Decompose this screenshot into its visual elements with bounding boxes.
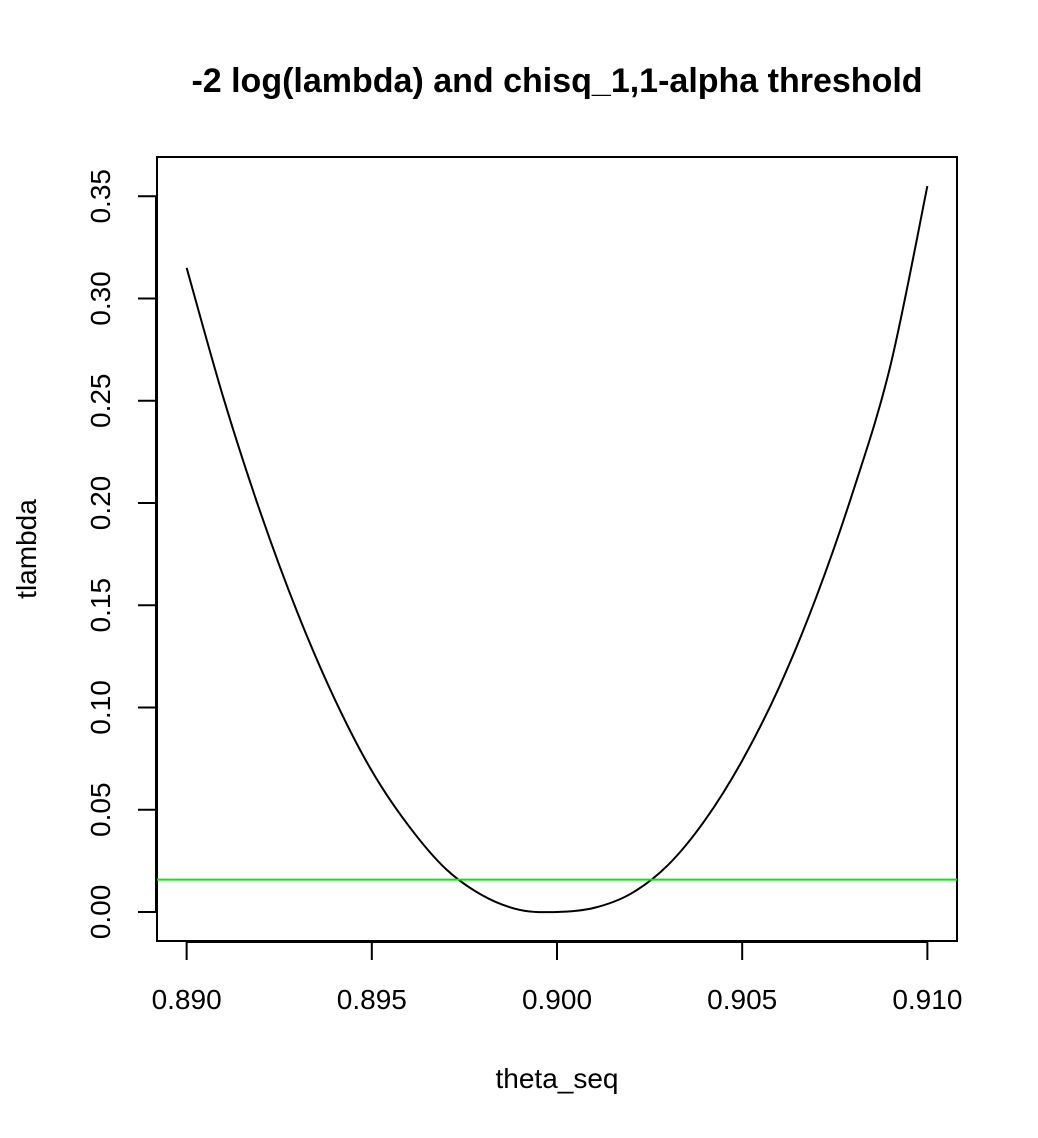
series-layer xyxy=(157,185,957,914)
x-tick-label: 0.895 xyxy=(337,984,407,1015)
x-tick-label: 0.905 xyxy=(707,984,777,1015)
x-axis-label: theta_seq xyxy=(496,1063,619,1094)
y-axis: 0.00 0.05 0.10 0.15 0.20 0.25 0.30 0.35 xyxy=(85,169,157,940)
x-tick-label: 0.910 xyxy=(892,984,962,1015)
y-tick-label: 0.05 xyxy=(85,782,116,837)
tlambda-curve xyxy=(185,185,929,914)
x-axis: 0.890 0.895 0.900 0.905 0.910 xyxy=(152,941,962,1015)
y-tick-label: 0.30 xyxy=(85,271,116,326)
x-tick-label: 0.890 xyxy=(152,984,222,1015)
y-tick-label: 0.15 xyxy=(85,578,116,633)
y-tick-label: 0.00 xyxy=(85,885,116,940)
y-axis-label: tlambda xyxy=(11,499,42,599)
y-tick-label: 0.10 xyxy=(85,680,116,735)
y-tick-label: 0.35 xyxy=(85,169,116,224)
y-tick-label: 0.20 xyxy=(85,476,116,531)
plot-frame xyxy=(156,156,958,942)
y-tick-label: 0.25 xyxy=(85,373,116,428)
x-tick-label: 0.900 xyxy=(522,984,592,1015)
chart-title: -2 log(lambda) and chisq_1,1-alpha thres… xyxy=(191,62,922,100)
